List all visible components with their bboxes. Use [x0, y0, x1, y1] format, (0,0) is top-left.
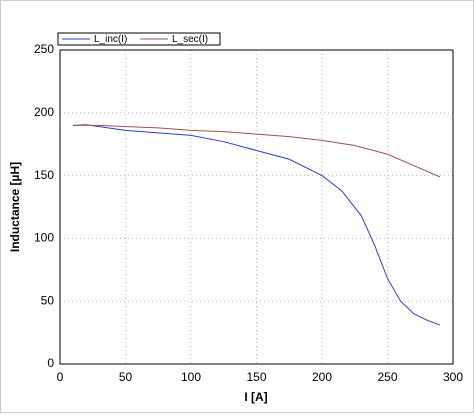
x-tick-label: 50	[119, 370, 133, 384]
y-tick-label: 200	[34, 105, 54, 119]
legend-label: L_inc(I)	[94, 34, 127, 45]
y-tick-label: 0	[47, 356, 54, 370]
line	[73, 124, 441, 178]
x-tick-label: 100	[181, 370, 201, 384]
x-tick-label: 150	[246, 370, 266, 384]
y-tick-label: 100	[34, 231, 54, 245]
y-tick-label: 150	[34, 168, 54, 182]
y-tick-label: 250	[34, 42, 54, 56]
x-tick-label: 250	[377, 370, 397, 384]
x-tick-label: 300	[443, 370, 463, 384]
legend	[57, 32, 221, 46]
plot-frame	[59, 49, 454, 365]
y-tick-label: 50	[41, 293, 55, 307]
y-axis-label: Inductance [µH]	[8, 162, 22, 252]
x-tick-label: 200	[312, 370, 332, 384]
x-tick-label: 0	[57, 370, 64, 384]
legend-label: L_sec(I)	[172, 34, 208, 45]
line	[73, 124, 441, 326]
x-axis-label: I [A]	[244, 390, 267, 404]
